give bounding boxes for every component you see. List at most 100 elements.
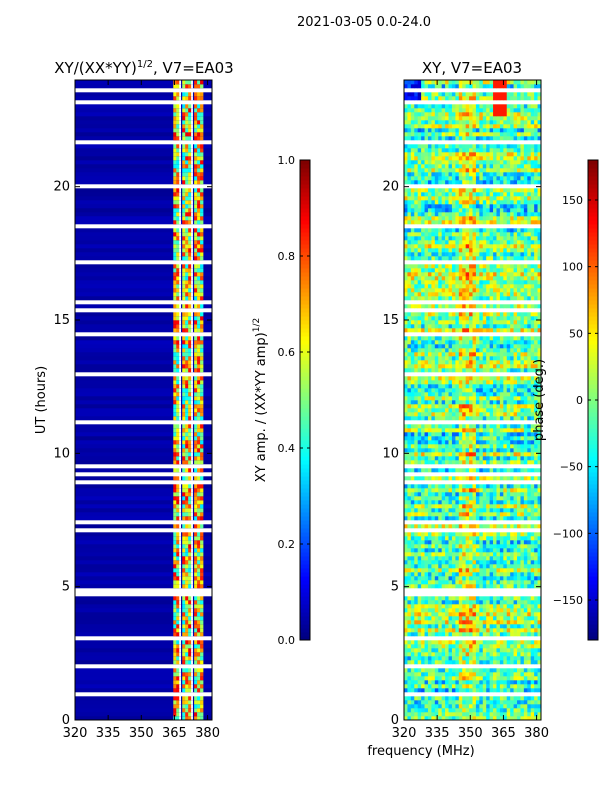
- heatmap-cell: [486, 560, 490, 565]
- heatmap-cell: [188, 416, 192, 421]
- heatmap-cell: [197, 236, 201, 241]
- heatmap-cell: [496, 348, 501, 353]
- heatmap-cell: [173, 496, 177, 501]
- heatmap-cell: [527, 380, 532, 385]
- heatmap-cell: [469, 616, 473, 621]
- heatmap-cell: [523, 552, 528, 557]
- heatmap-cell: [197, 512, 201, 517]
- heatmap-cell: [431, 368, 436, 373]
- heatmap-cell: [441, 552, 446, 557]
- heatmap-cell: [414, 452, 418, 457]
- heatmap-cell: [185, 620, 189, 625]
- heatmap-cell: [182, 608, 186, 613]
- heatmap-cell: [421, 552, 425, 557]
- colorbar-segment: [300, 380, 310, 385]
- heatmap-cell: [173, 328, 177, 333]
- heatmap-cell: [407, 688, 412, 693]
- heatmap-cell: [194, 204, 198, 209]
- heatmap-row: [75, 556, 212, 561]
- heatmap-cell: [404, 424, 408, 429]
- heatmap-cell: [182, 600, 186, 605]
- heatmap-cell: [506, 556, 511, 561]
- heatmap-cell: [482, 700, 487, 705]
- x-tick-label: 350: [129, 726, 154, 741]
- heatmap-cell: [506, 696, 511, 701]
- heatmap-cell: [427, 368, 432, 373]
- heatmap-cell: [200, 168, 204, 173]
- heatmap-cell: [469, 620, 473, 625]
- heatmap-cell: [434, 684, 439, 689]
- heatmap-cell: [417, 368, 422, 373]
- heatmap-cell: [182, 292, 186, 297]
- left-colorbar-label: XY amp. / (XX*YY amp)1/2: [252, 318, 269, 482]
- heatmap-cell: [182, 96, 186, 101]
- heatmap-cell: [496, 568, 501, 573]
- heatmap-cell: [188, 320, 192, 325]
- heatmap-cell: [527, 608, 532, 613]
- colorbar-segment: [300, 200, 310, 205]
- heatmap-row: [75, 188, 212, 193]
- heatmap-cell: [427, 612, 432, 617]
- heatmap-cell: [176, 104, 180, 109]
- heatmap-cell: [520, 552, 525, 557]
- heatmap-cell: [176, 368, 180, 373]
- heatmap-cell: [191, 276, 193, 281]
- heatmap-cell: [179, 364, 182, 369]
- heatmap-cell: [182, 304, 186, 309]
- heatmap-cell: [462, 688, 466, 693]
- heatmap-row: [75, 176, 212, 181]
- heatmap-cell: [182, 656, 186, 661]
- heatmap-cell: [410, 544, 415, 549]
- heatmap-cell: [534, 568, 538, 573]
- heatmap-cell: [427, 348, 432, 353]
- heatmap-cell: [475, 468, 480, 473]
- heatmap-cell: [527, 632, 532, 637]
- heatmap-cell: [417, 452, 422, 457]
- heatmap-cell: [496, 444, 501, 449]
- heatmap-cell: [414, 612, 418, 617]
- heatmap-cell: [176, 384, 180, 389]
- colorbar-segment: [300, 536, 310, 541]
- heatmap-cell: [469, 536, 473, 541]
- heatmap-cell: [427, 396, 432, 401]
- heatmap-cell: [523, 708, 528, 713]
- heatmap-cell: [510, 608, 514, 613]
- heatmap-cell: [530, 540, 535, 545]
- heatmap-cell: [431, 696, 436, 701]
- heatmap-cell: [486, 644, 490, 649]
- heatmap-cell: [475, 656, 480, 661]
- heatmap-cell: [479, 392, 484, 397]
- heatmap-cell: [194, 272, 198, 277]
- heatmap-cell: [410, 656, 415, 661]
- heatmap-cell: [441, 616, 446, 621]
- heatmap-cell: [503, 672, 508, 677]
- heatmap-row: [75, 212, 212, 217]
- heatmap-cell: [407, 612, 412, 617]
- heatmap-cell: [434, 364, 439, 369]
- colorbar-segment: [300, 324, 310, 329]
- heatmap-cell: [441, 460, 446, 465]
- heatmap-cell: [185, 132, 189, 137]
- heatmap-cell: [448, 380, 453, 385]
- heatmap-cell: [173, 128, 177, 133]
- heatmap-cell: [455, 432, 460, 437]
- heatmap-cell: [489, 392, 494, 397]
- heatmap-cell: [469, 704, 473, 709]
- heatmap-cell: [197, 500, 201, 505]
- heatmap-cell: [475, 688, 480, 693]
- heatmap-cell: [191, 340, 193, 345]
- heatmap-cell: [410, 392, 415, 397]
- heatmap-cell: [527, 428, 532, 433]
- colorbar-segment: [300, 220, 310, 225]
- heatmap-cell: [479, 356, 484, 361]
- heatmap-cell: [200, 120, 204, 125]
- heatmap-cell: [469, 644, 473, 649]
- heatmap-cell: [179, 352, 182, 357]
- heatmap-cell: [407, 672, 412, 677]
- heatmap-cell: [448, 632, 453, 637]
- heatmap-cell: [441, 348, 446, 353]
- heatmap-cell: [431, 548, 436, 553]
- heatmap-cell: [427, 708, 432, 713]
- heatmap-cell: [445, 440, 449, 445]
- heatmap-cell: [194, 276, 198, 281]
